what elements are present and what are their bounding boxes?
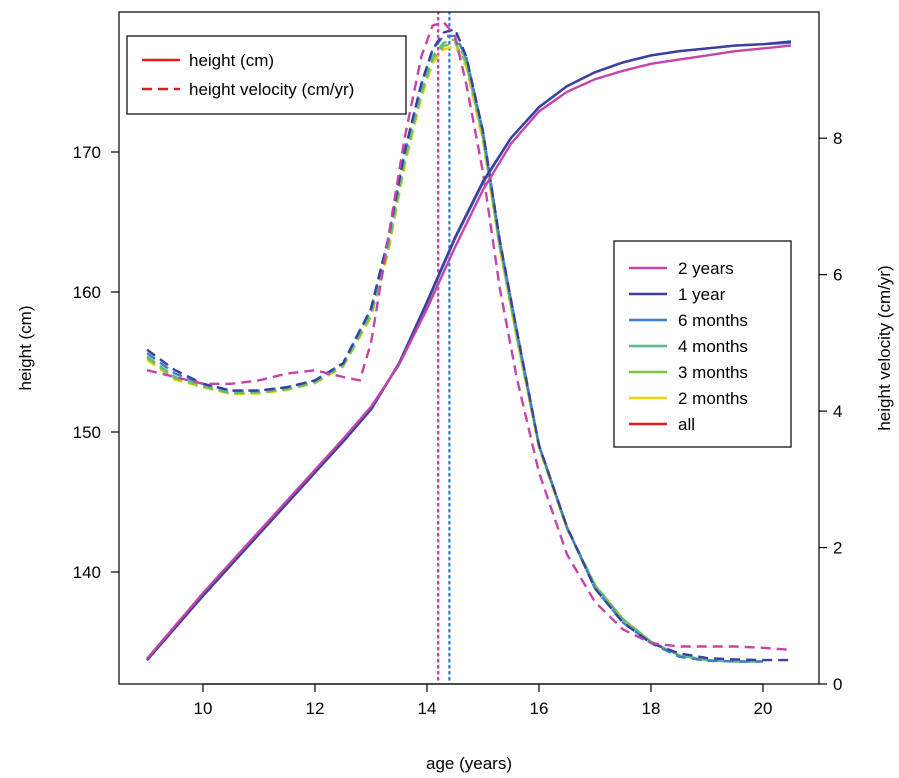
y2-axis-label: height velocity (cm/yr) bbox=[875, 265, 894, 430]
y-tick-label: 150 bbox=[73, 423, 101, 442]
velocity-line-2-years bbox=[146, 20, 792, 652]
x-tick-label: 16 bbox=[530, 699, 549, 718]
x-tick-label: 10 bbox=[194, 699, 213, 718]
y2-tick-label: 6 bbox=[833, 266, 842, 285]
y-tick-label: 140 bbox=[73, 563, 101, 582]
x-tick-label: 18 bbox=[642, 699, 661, 718]
y-axis-label: height (cm) bbox=[16, 305, 35, 390]
series-legend-box bbox=[613, 240, 792, 448]
legend-label-height-cm: height (cm) bbox=[189, 51, 274, 70]
plot-area bbox=[146, 12, 792, 684]
velocity-series-group bbox=[146, 20, 792, 663]
legend-label-2-months: 2 months bbox=[678, 389, 748, 408]
y-axis-right: 0 2 4 6 8 bbox=[819, 129, 842, 694]
y2-tick-label: 0 bbox=[833, 675, 842, 694]
legend-label-6-months: 6 months bbox=[678, 311, 748, 330]
x-tick-label: 20 bbox=[754, 699, 773, 718]
legend-label-4-months: 4 months bbox=[678, 337, 748, 356]
y-tick-label: 160 bbox=[73, 283, 101, 302]
height-line-2-years bbox=[146, 44, 792, 660]
y2-tick-label: 4 bbox=[833, 402, 842, 421]
peak-velocity-guides bbox=[437, 12, 451, 684]
legend-label-1-year: 1 year bbox=[678, 285, 726, 304]
y-tick-label: 170 bbox=[73, 143, 101, 162]
series-legend: 2 years 1 year 6 months 4 months 3 months 2 m… bbox=[613, 240, 792, 448]
y-axis-left: 140 150 160 170 bbox=[73, 143, 119, 582]
x-tick-label: 12 bbox=[306, 699, 325, 718]
legend-label-all: all bbox=[678, 415, 695, 434]
legend-label-height-velocity-cm-yr: height velocity (cm/yr) bbox=[189, 80, 354, 99]
velocity-line-1-year bbox=[146, 27, 791, 662]
x-axis: 10 12 14 16 18 20 bbox=[194, 683, 773, 718]
velocity-line-4-months bbox=[146, 37, 763, 663]
x-axis-label: age (years) bbox=[426, 754, 512, 773]
legend-label-2-years: 2 years bbox=[678, 259, 734, 278]
line-type-legend-box bbox=[126, 35, 407, 115]
legend-label-3-months: 3 months bbox=[678, 363, 748, 382]
x-tick-label: 14 bbox=[418, 699, 437, 718]
height-line-1-year bbox=[146, 40, 792, 661]
height-series-group bbox=[146, 40, 792, 661]
y2-tick-label: 8 bbox=[833, 129, 842, 148]
y2-tick-label: 2 bbox=[833, 539, 842, 558]
line-type-legend: height (cm) height velocity (cm/yr) bbox=[126, 35, 407, 115]
